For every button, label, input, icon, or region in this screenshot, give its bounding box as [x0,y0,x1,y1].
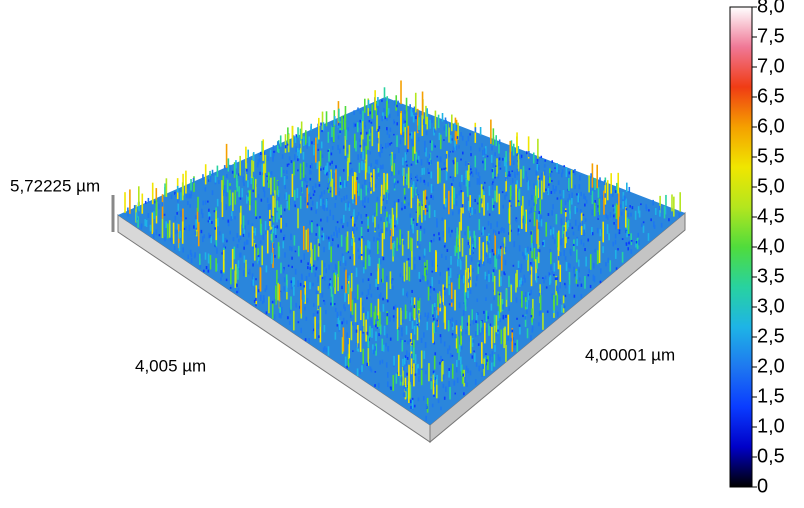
tick-label: 8,0 [757,0,785,17]
tick-label: 1,5 [757,385,785,407]
tick-label: 1,0 [757,415,785,437]
tick-label: 4,5 [757,205,785,227]
tick-label: 2,0 [757,355,785,377]
y-label: 4,00001 µm [585,345,675,364]
tick-label: 5,0 [757,175,785,197]
tick-label: 5,5 [757,145,785,167]
tick-label: 4,0 [757,235,785,257]
tick-label: 0,5 [757,445,785,467]
z-label: 5,72225 µm [10,176,100,195]
tick-label: 3,5 [757,265,785,287]
tick-label: 3,0 [757,295,785,317]
tick-label: 2,5 [757,325,785,347]
colorbar [730,7,752,487]
tick-label: 7,0 [757,55,785,77]
tick-label: 6,5 [757,85,785,107]
chart: 5,72225 µm 4,005 µm 4,00001 µm 0 0,5 1,0 1,… [0,0,804,508]
tick-label: 0 [757,475,768,497]
tick-label: 6,0 [757,115,785,137]
x-label: 4,005 µm [135,356,206,375]
tick-label: 7,5 [757,25,785,47]
